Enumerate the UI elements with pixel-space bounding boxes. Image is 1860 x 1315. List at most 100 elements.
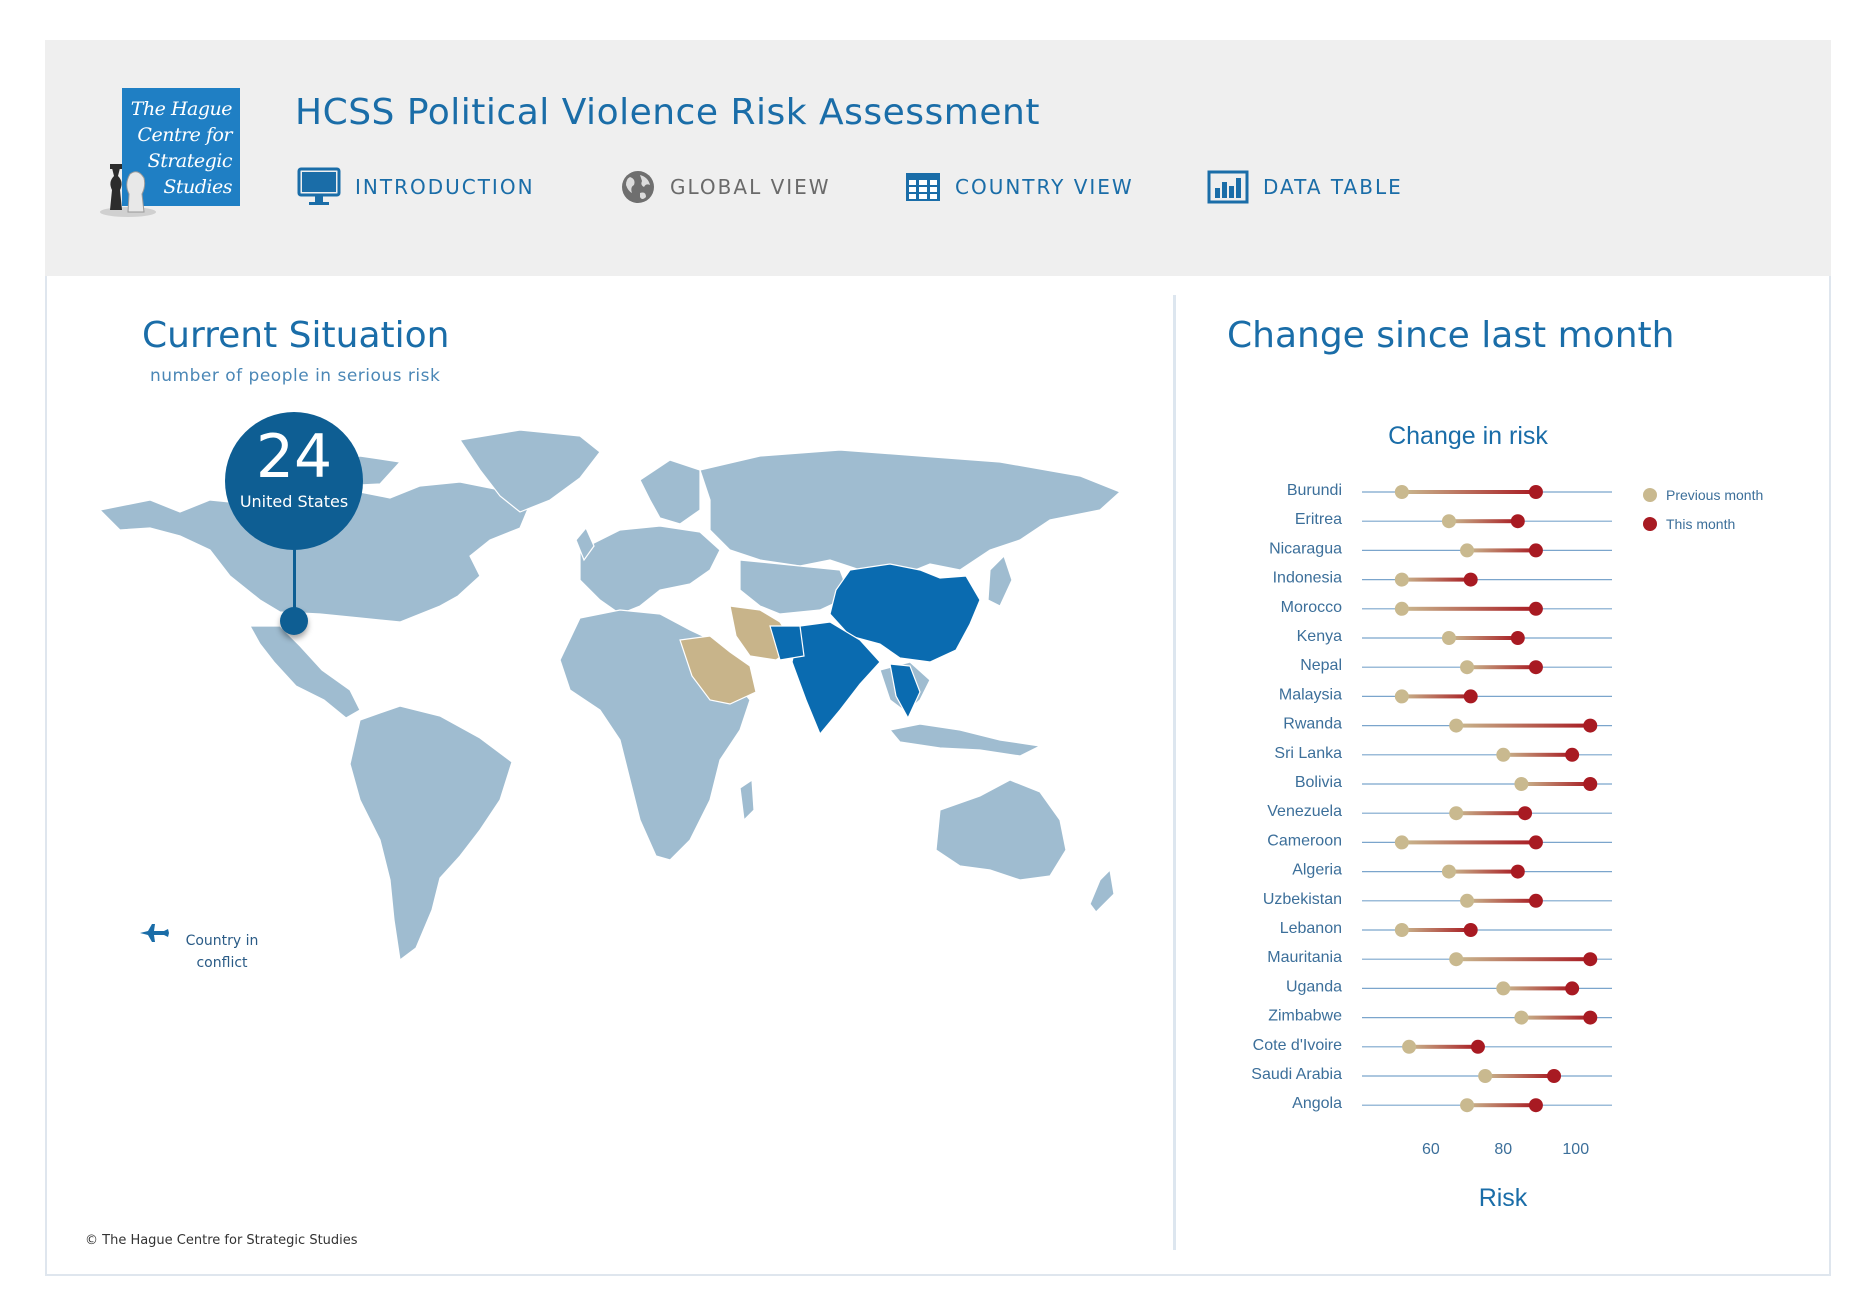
dumbbell-connector — [1503, 752, 1573, 757]
this-month-point — [1547, 1069, 1562, 1083]
previous-month-point — [1394, 485, 1409, 499]
this-month-point — [1463, 923, 1478, 937]
map-uk — [575, 526, 595, 562]
map-scandinavia — [639, 459, 701, 525]
callout-country: United States — [239, 492, 349, 511]
panel-divider — [1173, 295, 1176, 1250]
legend-label: Previous month — [1666, 487, 1763, 503]
risk-change-chart: Change in risk Burundi Eritrea Nicaragua In… — [1251, 422, 1763, 1212]
this-month-point — [1510, 631, 1525, 645]
nav-country-view-label: COUNTRY VIEW — [955, 175, 1134, 199]
dumbbell-connector — [1401, 840, 1536, 845]
this-month-point — [1528, 485, 1543, 499]
this-month-point — [1583, 718, 1598, 733]
this-month-point — [1565, 747, 1580, 762]
chart-row: Uzbekistan — [1263, 891, 1612, 908]
this-month-point — [1518, 806, 1533, 821]
this-month-point — [1528, 660, 1543, 675]
map-china — [829, 563, 981, 663]
dumbbell-connector — [1401, 490, 1536, 494]
row-label: Venezuela — [1267, 803, 1342, 820]
chart-row: Lebanon — [1280, 920, 1612, 937]
dumbbell-connector — [1409, 1044, 1478, 1049]
previous-month-point — [1441, 631, 1456, 645]
map-japan — [987, 554, 1013, 607]
nav-data-table-label: DATA TABLE — [1263, 175, 1403, 199]
dumbbell-connector — [1401, 577, 1471, 582]
dumbbell-connector — [1467, 1103, 1536, 1108]
map-new-zealand — [1089, 868, 1115, 913]
this-month-point — [1463, 572, 1478, 587]
row-label: Indonesia — [1273, 570, 1342, 587]
previous-month-point — [1449, 718, 1464, 733]
map-india — [791, 621, 881, 736]
this-month-point — [1528, 893, 1543, 908]
world-map[interactable] — [60, 400, 1130, 980]
current-situation-heading: Current Situation — [142, 315, 450, 356]
dumbbell-connector — [1448, 519, 1518, 524]
chart-row: Cote d'Ivoire — [1253, 1037, 1612, 1054]
previous-month-point — [1514, 777, 1529, 791]
previous-month-point — [1402, 1039, 1417, 1054]
legend-swatch — [1643, 517, 1657, 531]
callout-pin — [280, 607, 308, 635]
chart-row: Saudi Arabia — [1251, 1066, 1612, 1083]
nav-global-view-label: GLOBAL VIEW — [670, 175, 831, 199]
chart-row: Cameroon — [1267, 832, 1612, 850]
chart-row: Zimbabwe — [1268, 1008, 1612, 1025]
chess-pieces-icon — [100, 164, 156, 217]
this-month-point — [1470, 1039, 1485, 1054]
this-month-point — [1583, 952, 1598, 967]
dumbbell-connector — [1401, 928, 1471, 932]
dumbbell-connector — [1456, 811, 1526, 816]
nav-global-view[interactable]: GLOBAL VIEW — [620, 167, 831, 207]
nav-introduction[interactable]: INTRODUCTION — [297, 167, 535, 207]
row-label: Algeria — [1292, 862, 1342, 879]
chart-row: Bolivia — [1295, 774, 1612, 791]
dumbbell-connector — [1521, 1015, 1591, 1020]
previous-month-point — [1460, 660, 1475, 675]
chart-row: Eritrea — [1295, 511, 1612, 529]
chart-row: Mauritania — [1267, 949, 1612, 967]
row-label: Rwanda — [1283, 716, 1342, 733]
globe-icon — [622, 171, 654, 203]
row-label: Sri Lanka — [1274, 745, 1342, 762]
chart-row: Venezuela — [1267, 803, 1612, 821]
previous-month-point — [1394, 601, 1409, 616]
previous-month-point — [1478, 1069, 1493, 1083]
callout-bubble[interactable]: 24 United States — [225, 412, 363, 550]
chart-row: Kenya — [1297, 628, 1612, 645]
map-saudi-arabia — [679, 635, 757, 705]
chart-xlabel: Risk — [1479, 1184, 1528, 1212]
this-month-point — [1583, 1010, 1598, 1025]
dumbbell-connector — [1485, 1074, 1555, 1078]
previous-month-point — [1460, 893, 1475, 908]
conflict-legend-label: Country in conflict — [185, 933, 259, 971]
row-label: Lebanon — [1280, 920, 1342, 937]
this-month-point — [1528, 543, 1543, 558]
chart-row: Malaysia — [1279, 686, 1612, 704]
map-thailand — [889, 663, 921, 720]
dumbbell-connector — [1401, 694, 1471, 699]
nav-data-table[interactable]: DATA TABLE — [1207, 167, 1403, 207]
this-month-point — [1565, 981, 1580, 996]
this-month-point — [1510, 864, 1525, 879]
previous-month-point — [1449, 952, 1464, 967]
app-title: HCSS Political Violence Risk Assessment — [295, 92, 1040, 133]
chart-row: Indonesia — [1273, 570, 1612, 587]
footer-copyright: © The Hague Centre for Strategic Studies — [85, 1233, 358, 1248]
dumbbell-connector — [1503, 986, 1573, 991]
x-tick-label: 80 — [1494, 1141, 1512, 1158]
current-situation-subheading: number of people in serious risk — [150, 366, 441, 386]
row-label: Mauritania — [1267, 949, 1342, 966]
dumbbell-connector — [1448, 869, 1518, 874]
chart-row: Rwanda — [1283, 716, 1612, 733]
monitor-icon — [297, 167, 341, 205]
header-bar — [45, 40, 1831, 276]
previous-month-point — [1460, 543, 1475, 558]
previous-month-point — [1441, 864, 1456, 879]
row-label: Malaysia — [1279, 686, 1342, 703]
row-label: Uganda — [1286, 978, 1342, 995]
dumbbell-connector — [1401, 606, 1536, 611]
nav-country-view[interactable]: COUNTRY VIEW — [905, 167, 1134, 207]
